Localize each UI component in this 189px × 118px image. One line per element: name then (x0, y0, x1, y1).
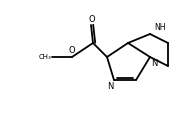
Text: NH: NH (154, 23, 166, 32)
Text: CH₃: CH₃ (38, 54, 51, 60)
Text: O: O (89, 15, 95, 24)
Text: O: O (69, 46, 75, 55)
Text: N: N (151, 59, 157, 68)
Text: N: N (107, 82, 113, 91)
